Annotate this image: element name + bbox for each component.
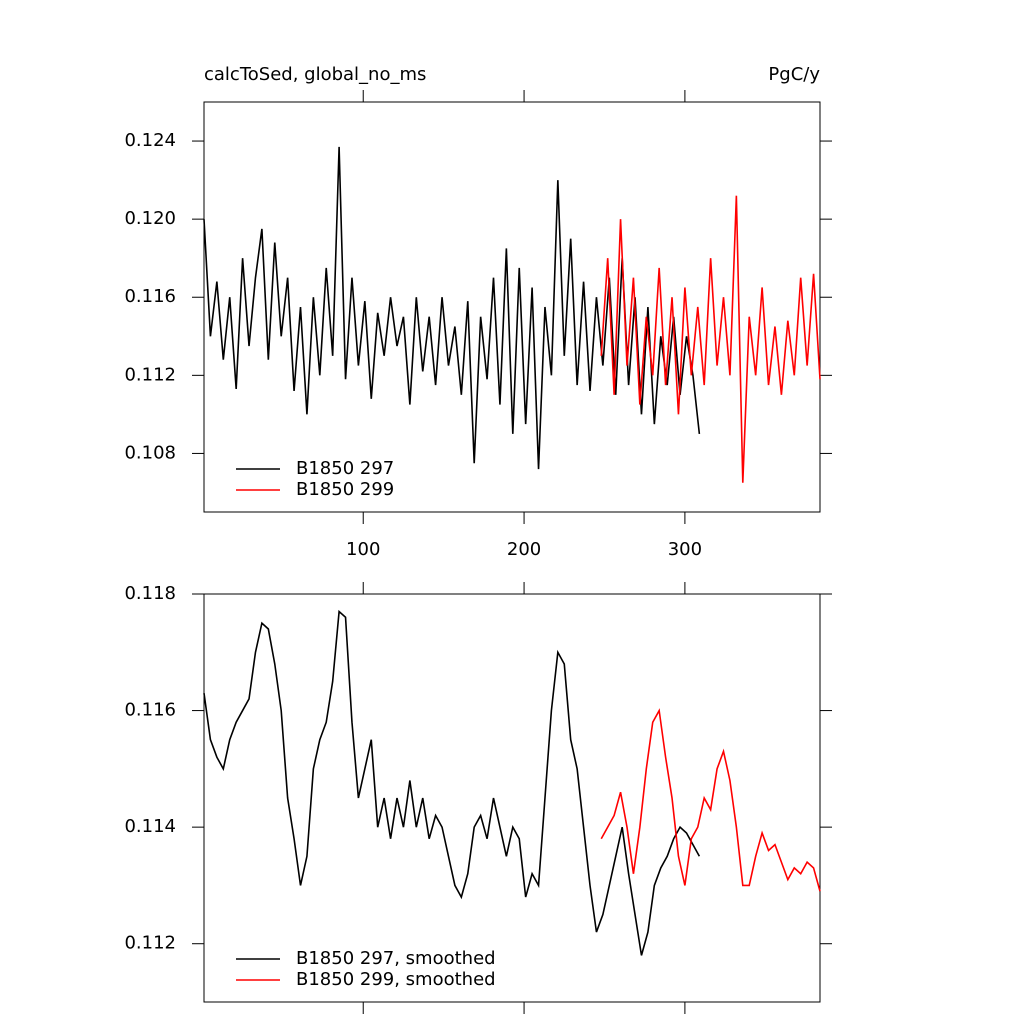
- y-tick-label: 0.112: [124, 364, 176, 385]
- chart-title: calcToSed, global_no_ms: [204, 64, 426, 85]
- legend-label: B1850 297: [296, 458, 394, 479]
- plot-frame: [203, 593, 821, 1003]
- series-line: [600, 195, 821, 483]
- series-line: [203, 609, 701, 956]
- series-line: [203, 146, 701, 470]
- series-line: [600, 708, 821, 892]
- y-tick-label: 0.108: [124, 442, 176, 463]
- y-tick-label: 0.112: [124, 933, 176, 954]
- legend-label: B1850 297, smoothed: [296, 948, 496, 969]
- x-tick-label: 300: [668, 539, 702, 560]
- x-tick-label: 200: [507, 539, 541, 560]
- plot-frame: [203, 101, 821, 513]
- units-label: PgC/y: [768, 64, 820, 85]
- y-tick-label: 0.116: [124, 700, 176, 721]
- y-tick-label: 0.118: [124, 583, 176, 604]
- y-tick-label: 0.116: [124, 286, 176, 307]
- legend-label: B1850 299: [296, 479, 394, 500]
- y-tick-label: 0.120: [124, 208, 176, 229]
- x-tick-label: 100: [346, 539, 380, 560]
- legend-label: B1850 299, smoothed: [296, 969, 496, 990]
- y-tick-label: 0.114: [124, 816, 176, 837]
- y-tick-label: 0.124: [124, 130, 176, 151]
